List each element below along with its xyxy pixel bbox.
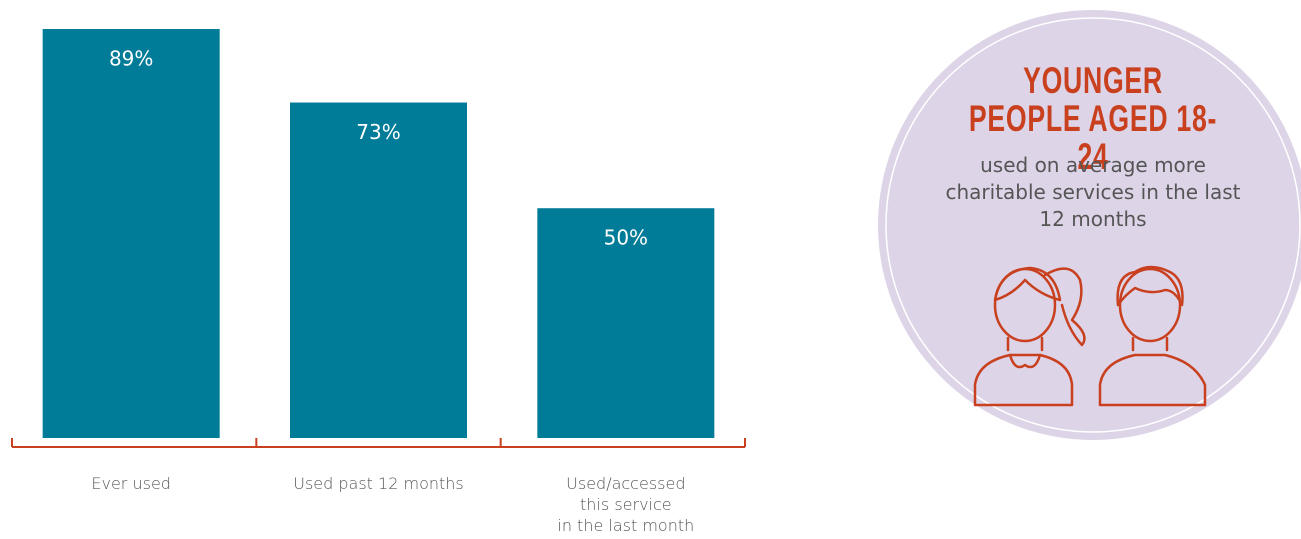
value-label: 73% [356, 120, 400, 144]
bar [537, 208, 715, 438]
callout-text: used on average more charitable services… [945, 153, 1241, 231]
x-tick-label: Used/accessed this service in the last m… [557, 474, 695, 535]
x-tick-label: Ever used [91, 474, 171, 493]
bar [42, 29, 220, 438]
callout-ring [885, 17, 1301, 433]
people-icon [973, 265, 1207, 407]
callout-title: YOUNGER PEOPLE AGED 18-24 [968, 60, 1218, 177]
callout-circle [878, 10, 1301, 440]
value-label: 89% [109, 47, 153, 71]
value-label: 50% [604, 226, 648, 250]
x-tick-label: Used past 12 months [293, 474, 464, 493]
bar [290, 102, 467, 439]
